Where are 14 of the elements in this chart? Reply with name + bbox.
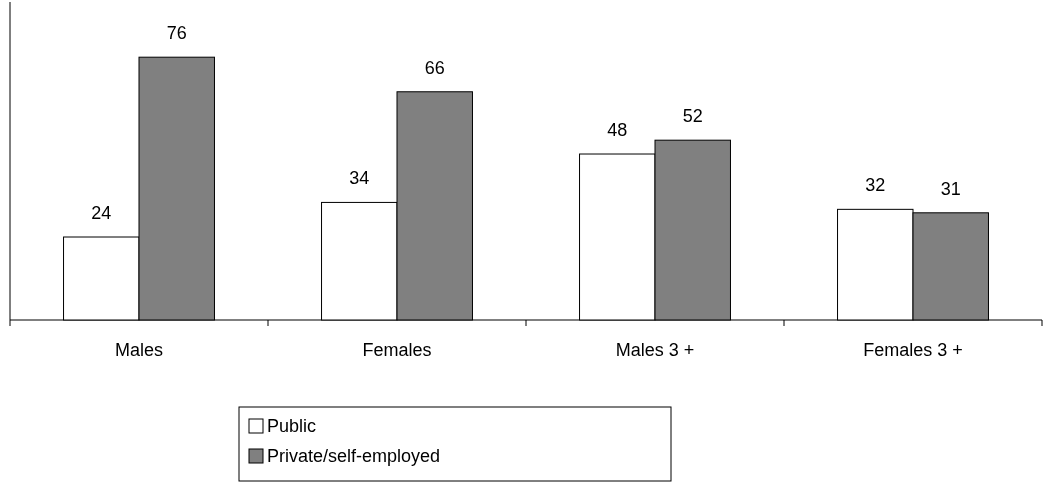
data-label: 31 <box>940 178 961 199</box>
x-tick-label: Females 3 + <box>863 340 963 360</box>
data-label: 32 <box>865 175 886 196</box>
data-label: 52 <box>682 106 703 127</box>
legend-label: Public <box>267 416 317 436</box>
x-tick-label: Females <box>362 340 432 360</box>
data-label: 66 <box>424 57 445 78</box>
data-label: 76 <box>166 23 187 44</box>
data-label: 34 <box>349 168 370 189</box>
x-tick-label: Males 3 + <box>615 340 695 360</box>
data-label: 48 <box>607 120 628 141</box>
legend-label: Private/self-employed <box>267 446 441 466</box>
data-label: 24 <box>91 203 112 224</box>
x-tick-label: Males <box>114 340 164 360</box>
